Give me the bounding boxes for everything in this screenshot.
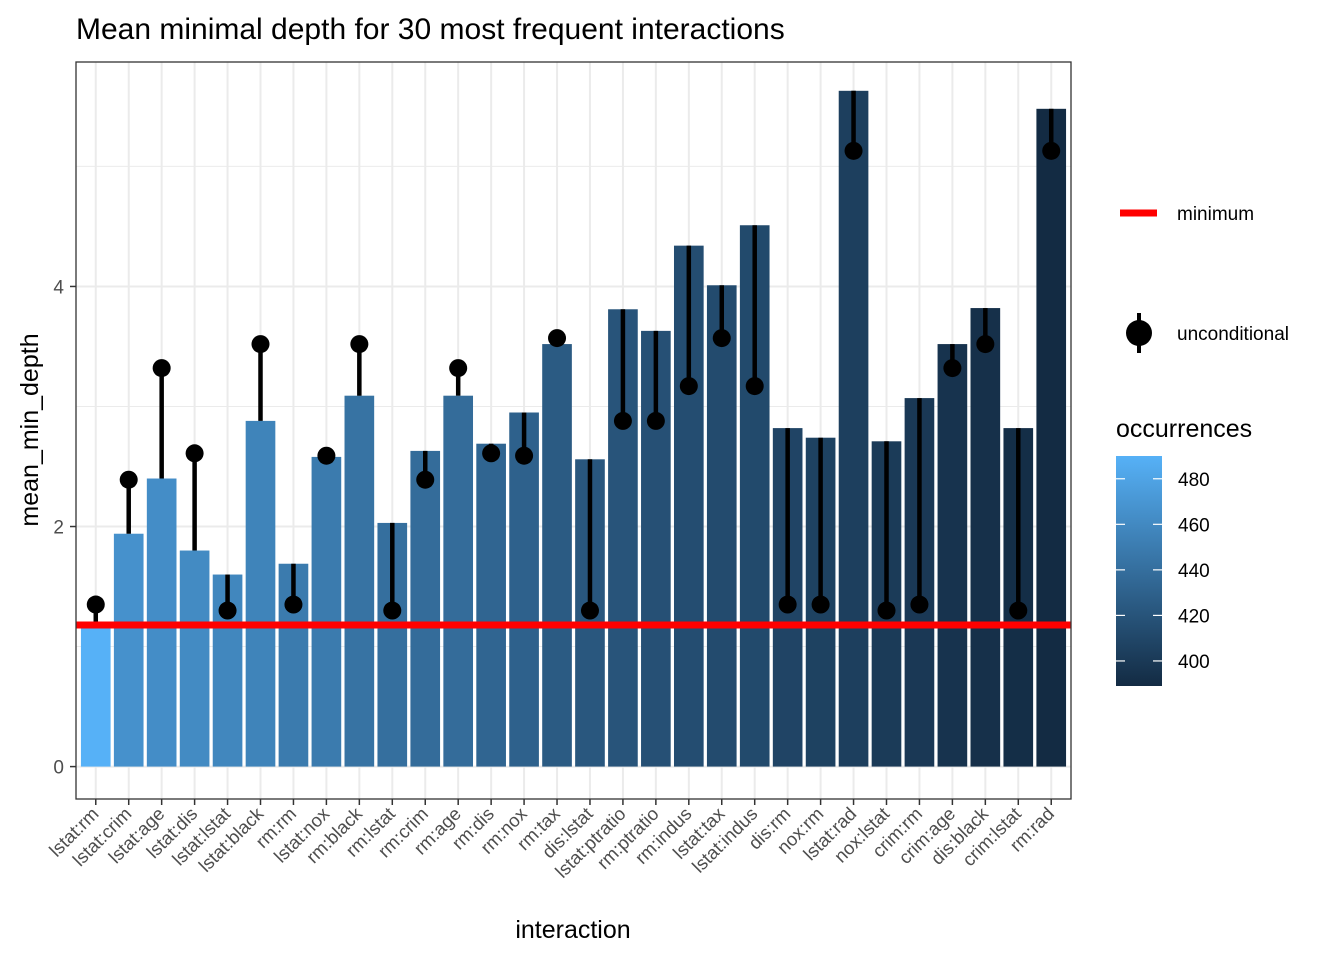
legend-colorbar <box>1116 456 1162 686</box>
bar <box>838 90 869 767</box>
bar <box>542 344 572 767</box>
chart-title: Mean minimal depth for 30 most frequent … <box>76 13 785 46</box>
bar <box>1036 108 1067 767</box>
legend-unconditional-point <box>1126 320 1152 346</box>
legend-tick-label: 480 <box>1178 470 1210 491</box>
unconditional-point <box>185 444 204 463</box>
unconditional-point <box>482 444 501 463</box>
unconditional-point <box>449 359 468 378</box>
unconditional-point <box>1009 601 1028 620</box>
unconditional-point <box>976 335 995 354</box>
unconditional-point <box>515 446 534 465</box>
bar <box>80 624 111 767</box>
unconditional-point <box>613 411 632 430</box>
unconditional-point <box>646 411 665 430</box>
plot-area: 024lstat:rmlstat:crimlstat:agelstat:disl… <box>45 61 1072 882</box>
unconditional-point <box>152 359 171 378</box>
unconditional-point <box>778 595 797 614</box>
bar <box>179 550 210 767</box>
y-tick-label: 2 <box>53 518 64 539</box>
unconditional-point <box>548 329 567 348</box>
bar <box>344 395 375 767</box>
unconditional-point <box>119 470 138 489</box>
bar <box>113 533 144 767</box>
legend-minimum-label: minimum <box>1177 204 1254 225</box>
unconditional-point <box>251 335 270 354</box>
unconditional-point <box>811 595 830 614</box>
unconditional-point <box>712 329 731 348</box>
unconditional-point <box>844 141 863 160</box>
legend: minimum unconditional occurrences 480 460 440… <box>1116 204 1289 686</box>
unconditional-point <box>910 595 929 614</box>
unconditional-point <box>580 601 599 620</box>
unconditional-point <box>943 359 962 378</box>
legend-tick-label: 440 <box>1178 561 1210 582</box>
unconditional-point <box>317 446 336 465</box>
legend-tick-label: 460 <box>1178 515 1210 536</box>
bar <box>311 456 342 767</box>
legend-unconditional-label: unconditional <box>1177 324 1289 345</box>
bar <box>509 412 539 767</box>
legend-tick-label: 420 <box>1178 606 1210 627</box>
x-axis-title: interaction <box>515 916 630 944</box>
legend-tick-label: 400 <box>1178 652 1210 673</box>
unconditional-point <box>350 335 369 354</box>
bar <box>410 450 441 767</box>
bar <box>706 285 737 767</box>
bar <box>443 395 474 767</box>
unconditional-point <box>679 377 698 396</box>
bar <box>476 443 506 767</box>
legend-fill-title: occurrences <box>1116 415 1252 443</box>
unconditional-point <box>284 595 303 614</box>
unconditional-point <box>383 601 402 620</box>
bar <box>970 308 1001 767</box>
bar <box>245 420 276 767</box>
y-tick-label: 4 <box>53 277 64 298</box>
unconditional-point <box>218 601 237 620</box>
unconditional-point <box>745 377 764 396</box>
bar <box>937 344 968 767</box>
panel-border <box>75 61 1072 800</box>
unconditional-point <box>86 595 105 614</box>
unconditional-point <box>416 470 435 489</box>
y-tick-label: 0 <box>53 758 64 779</box>
unconditional-point <box>1042 141 1061 160</box>
unconditional-point <box>877 601 896 620</box>
y-axis-title: mean_min_depth <box>16 333 44 526</box>
